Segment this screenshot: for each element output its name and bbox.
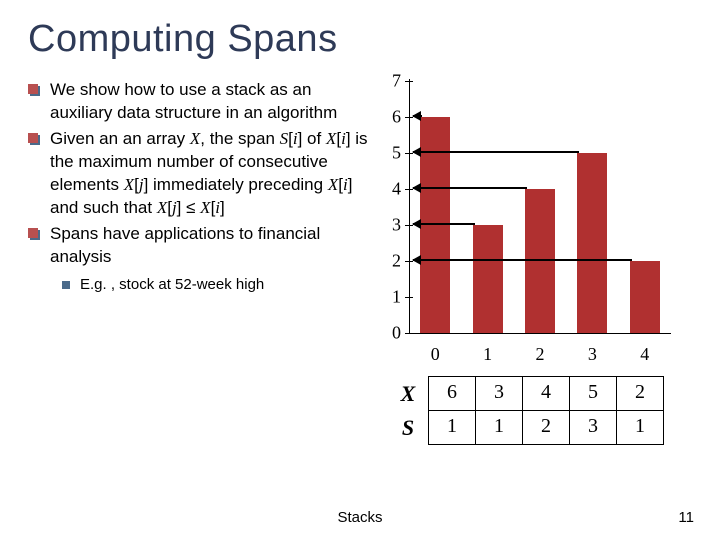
span-arrow (413, 187, 527, 189)
row-label: X (387, 377, 429, 411)
bullet-text: Given an an array X, the span S[i] of X[… (50, 128, 373, 220)
table-cell: 5 (569, 376, 617, 411)
x-tick-label: 3 (588, 344, 597, 365)
chart-bar (577, 153, 607, 333)
table-cell: 2 (522, 410, 570, 445)
y-tick-label: 1 (381, 287, 401, 308)
bullet-icon (28, 133, 42, 147)
y-tick-label: 5 (381, 143, 401, 164)
bullet-item: We show how to use a stack as an auxilia… (28, 79, 373, 125)
data-table: X 6 3 4 5 2 S 1 1 2 3 1 (387, 377, 691, 445)
content-row: We show how to use a stack as an auxilia… (28, 79, 692, 445)
footer-center: Stacks (337, 509, 382, 526)
page-number: 11 (678, 509, 694, 526)
table-row: S 1 1 2 3 1 (387, 411, 691, 445)
bullet-item: Spans have applications to financial ana… (28, 223, 373, 269)
sub-bullet-text: E.g. , stock at 52-week high (80, 275, 264, 295)
bullet-item: Given an an array X, the span S[i] of X[… (28, 128, 373, 220)
y-tick-label: 2 (381, 251, 401, 272)
bar-chart: 0123456701234 (381, 79, 681, 359)
slide: Computing Spans We show how to use a sta… (0, 0, 720, 540)
bullet-icon (28, 228, 42, 242)
y-tick (405, 297, 413, 298)
y-tick (405, 81, 413, 82)
table-cell: 3 (569, 410, 617, 445)
chart-bar (420, 117, 450, 333)
chart-column: 0123456701234 X 6 3 4 5 2 S 1 1 2 3 1 (381, 79, 691, 445)
x-axis (409, 333, 671, 334)
bullet-list: We show how to use a stack as an auxilia… (28, 79, 373, 445)
y-tick-label: 0 (381, 323, 401, 344)
sub-bullet-item: E.g. , stock at 52-week high (62, 275, 373, 295)
chart-bar (473, 225, 503, 333)
sub-bullet-icon (62, 281, 70, 289)
table-cell: 6 (428, 376, 476, 411)
table-row: X 6 3 4 5 2 (387, 377, 691, 411)
bullet-text: Spans have applications to financial ana… (50, 223, 373, 269)
y-tick-label: 7 (381, 71, 401, 92)
table-cell: 1 (616, 410, 664, 445)
bullet-icon (28, 84, 42, 98)
span-arrow (413, 115, 422, 117)
span-arrow (413, 259, 632, 261)
bullet-text: We show how to use a stack as an auxilia… (50, 79, 373, 125)
y-tick-label: 6 (381, 107, 401, 128)
table-cell: 4 (522, 376, 570, 411)
x-tick-label: 1 (483, 344, 492, 365)
table-cell: 1 (475, 410, 523, 445)
y-tick (405, 333, 413, 334)
chart-bar (630, 261, 660, 333)
table-cell: 2 (616, 376, 664, 411)
row-label: S (387, 411, 429, 445)
x-tick-label: 4 (640, 344, 649, 365)
table-cell: 3 (475, 376, 523, 411)
span-arrow (413, 223, 475, 225)
x-tick-label: 2 (536, 344, 545, 365)
slide-title: Computing Spans (28, 18, 692, 61)
table-cell: 1 (428, 410, 476, 445)
y-tick-label: 3 (381, 215, 401, 236)
span-arrow (413, 151, 579, 153)
chart-bar (525, 189, 555, 333)
y-tick-label: 4 (381, 179, 401, 200)
x-tick-label: 0 (431, 344, 440, 365)
